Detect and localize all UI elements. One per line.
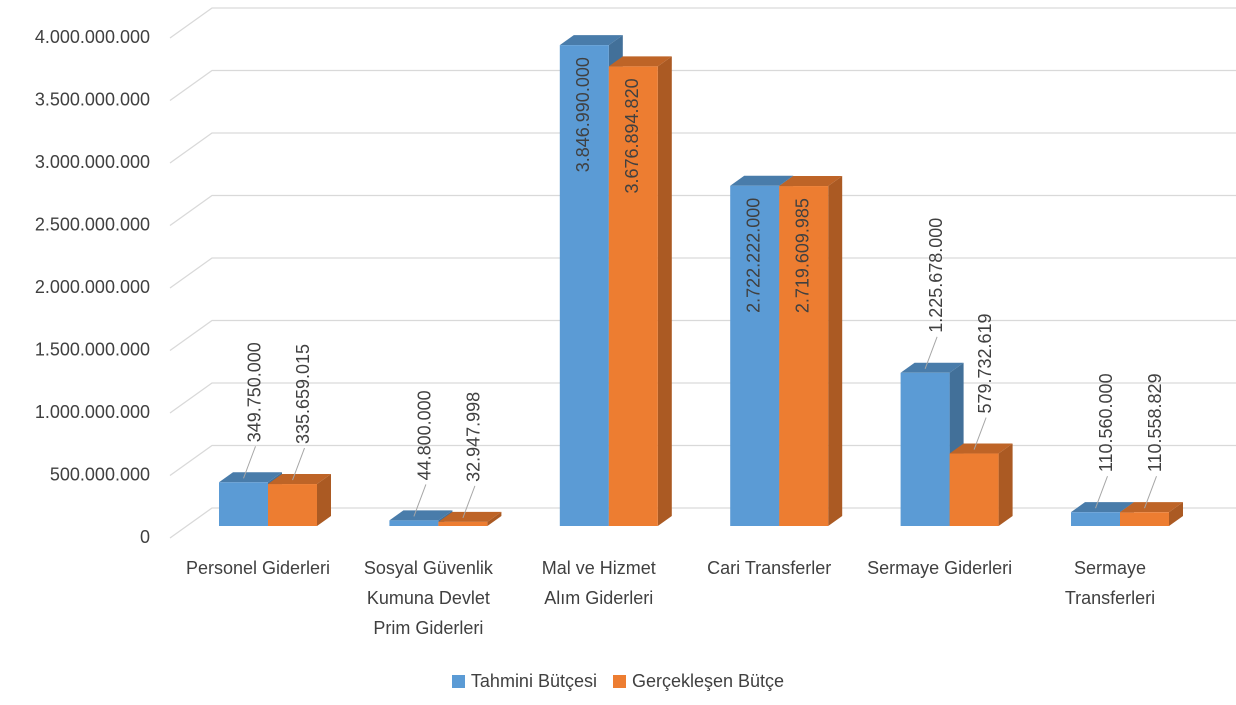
bar-top bbox=[559, 35, 623, 46]
data-label: 3.846.990.000 bbox=[573, 57, 593, 172]
bar-front bbox=[900, 372, 950, 526]
bar-front bbox=[608, 66, 658, 526]
bar-top bbox=[389, 510, 453, 521]
bar-front bbox=[438, 521, 488, 526]
grid-line bbox=[169, 319, 1236, 352]
bar-side bbox=[998, 443, 1013, 526]
bar-top bbox=[268, 474, 331, 485]
bar-side bbox=[828, 176, 843, 526]
y-tick-label: 500.000.000 bbox=[50, 464, 150, 484]
grid-line bbox=[169, 257, 1236, 289]
bar-front bbox=[779, 186, 829, 526]
bar bbox=[779, 176, 843, 526]
leader-line bbox=[243, 446, 256, 479]
bar-front bbox=[1120, 512, 1169, 526]
grid-line bbox=[169, 132, 1236, 164]
bar-top bbox=[1071, 502, 1134, 513]
y-tick-label: 1.000.000.000 bbox=[35, 402, 150, 422]
bar-side bbox=[317, 474, 331, 526]
legend-label: Gerçekleşen Bütçe bbox=[631, 671, 785, 691]
bar-top bbox=[900, 362, 964, 373]
data-label: 32.947.998 bbox=[464, 392, 484, 482]
legend-swatch bbox=[612, 675, 626, 688]
data-label: 335.659.015 bbox=[293, 344, 313, 444]
y-tick-label: 3.000.000.000 bbox=[35, 152, 150, 172]
leader-line bbox=[924, 336, 938, 369]
x-tick-label: Sosyal Güvenlik Kumuna Devlet Prim Gider… bbox=[363, 558, 493, 638]
bar-top bbox=[608, 56, 672, 67]
data-label: 110.558.829 bbox=[1145, 373, 1165, 472]
bar-front bbox=[268, 484, 317, 526]
data-label: 579.732.619 bbox=[975, 313, 995, 413]
bar-front bbox=[389, 520, 439, 526]
leader-line bbox=[1144, 476, 1157, 509]
data-label: 44.800.000 bbox=[415, 390, 435, 480]
bar-top bbox=[1120, 502, 1183, 513]
bar-top bbox=[219, 472, 282, 483]
bar bbox=[608, 56, 672, 526]
bar-front bbox=[949, 453, 999, 526]
y-tick-label: 0 bbox=[140, 527, 150, 547]
leader-line bbox=[292, 447, 305, 481]
leader-line bbox=[462, 485, 476, 519]
grid-line bbox=[169, 194, 1236, 227]
bar bbox=[268, 474, 331, 526]
data-label: 349.750.000 bbox=[244, 342, 264, 442]
data-label: 110.560.000 bbox=[1096, 373, 1116, 472]
data-label: 1.225.678.000 bbox=[926, 218, 946, 333]
x-tick-label: Cari Transferler bbox=[707, 558, 832, 578]
leader-line bbox=[1095, 476, 1108, 509]
grid-line bbox=[169, 507, 1236, 539]
grid-line bbox=[169, 444, 1236, 477]
x-tick-label: Mal ve Hizmet Alım Giderleri bbox=[541, 558, 656, 608]
bar-side bbox=[657, 56, 672, 526]
bar-front bbox=[559, 45, 609, 526]
x-tick-label: Personel Giderleri bbox=[185, 558, 331, 578]
legend-item: Tahmini Bütçesi bbox=[451, 671, 597, 691]
grid-line bbox=[169, 7, 1236, 39]
leader-line bbox=[413, 484, 427, 517]
x-tick-label: Sermaye Transferleri bbox=[1064, 558, 1156, 608]
bar-front bbox=[730, 185, 780, 527]
grid-line bbox=[169, 382, 1236, 414]
bar bbox=[438, 511, 502, 526]
data-label: 2.719.609.985 bbox=[792, 198, 812, 313]
grid-line bbox=[169, 69, 1236, 102]
data-label: 2.722.222.000 bbox=[743, 198, 763, 313]
y-tick-label: 3.500.000.000 bbox=[35, 89, 150, 109]
legend-label: Tahmini Bütçesi bbox=[470, 671, 597, 691]
bar bbox=[900, 362, 964, 526]
data-label: 3.676.894.820 bbox=[622, 78, 642, 193]
bar-front bbox=[219, 482, 268, 526]
y-tick-label: 1.500.000.000 bbox=[35, 339, 150, 359]
bar-front bbox=[1071, 512, 1120, 526]
legend-item: Gerçekleşen Bütçe bbox=[612, 671, 785, 691]
bar-side bbox=[487, 511, 502, 526]
bar-top bbox=[730, 175, 794, 186]
bar-top bbox=[438, 511, 502, 522]
y-tick-label: 2.500.000.000 bbox=[35, 214, 150, 234]
legend-swatch bbox=[451, 675, 465, 688]
bar-top bbox=[949, 443, 1013, 454]
leader-line bbox=[973, 417, 987, 450]
y-tick-label: 4.000.000.000 bbox=[35, 27, 150, 47]
x-tick-label: Sermaye Giderleri bbox=[867, 558, 1013, 578]
y-tick-label: 2.000.000.000 bbox=[35, 277, 150, 297]
bar bbox=[949, 443, 1013, 526]
legend: Tahmini Bütçesi Gerçekleşen Bütçe bbox=[0, 671, 1236, 692]
bar-top bbox=[779, 176, 843, 187]
bar-side bbox=[1169, 502, 1183, 526]
bar bbox=[1120, 502, 1183, 526]
